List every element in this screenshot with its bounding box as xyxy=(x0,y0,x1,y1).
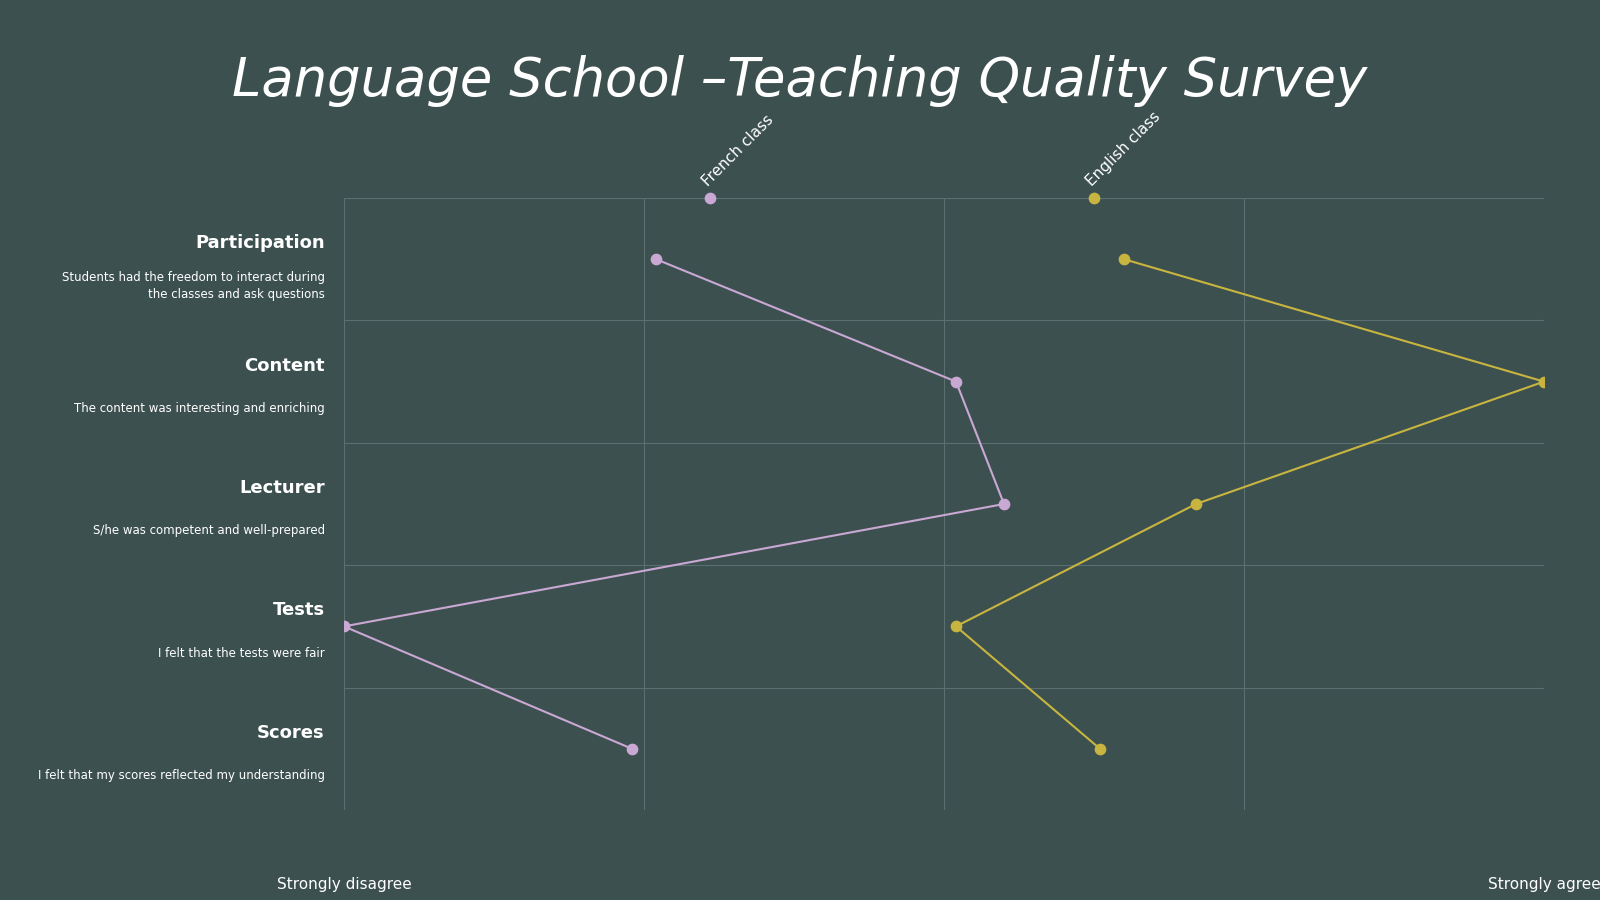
Point xyxy=(992,497,1018,511)
Text: English class: English class xyxy=(1083,109,1163,189)
Text: Students had the freedom to interact during
the classes and ask questions: Students had the freedom to interact dur… xyxy=(62,271,325,302)
Text: I felt that the tests were fair: I felt that the tests were fair xyxy=(158,647,325,660)
Text: Lecturer: Lecturer xyxy=(238,479,325,497)
Point xyxy=(1088,742,1114,756)
Text: S/he was competent and well-prepared: S/he was competent and well-prepared xyxy=(93,525,325,537)
Text: Content: Content xyxy=(245,356,325,374)
Point xyxy=(331,619,357,634)
Point xyxy=(619,742,645,756)
Point xyxy=(1184,497,1210,511)
Text: The content was interesting and enriching: The content was interesting and enrichin… xyxy=(74,402,325,415)
Text: Language School –Teaching Quality Survey: Language School –Teaching Quality Survey xyxy=(232,55,1368,107)
Text: Strongly agree: Strongly agree xyxy=(1488,878,1600,892)
Point xyxy=(1082,191,1107,205)
Text: Participation: Participation xyxy=(195,234,325,252)
Text: Strongly disagree: Strongly disagree xyxy=(277,878,411,892)
Point xyxy=(643,252,669,266)
Text: I felt that my scores reflected my understanding: I felt that my scores reflected my under… xyxy=(38,770,325,782)
Point xyxy=(944,619,970,634)
Point xyxy=(1110,252,1136,266)
Point xyxy=(698,191,723,205)
Text: Tests: Tests xyxy=(272,601,325,619)
Point xyxy=(1531,374,1557,389)
Text: Scores: Scores xyxy=(258,724,325,742)
Text: French class: French class xyxy=(699,112,776,189)
Point xyxy=(944,374,970,389)
